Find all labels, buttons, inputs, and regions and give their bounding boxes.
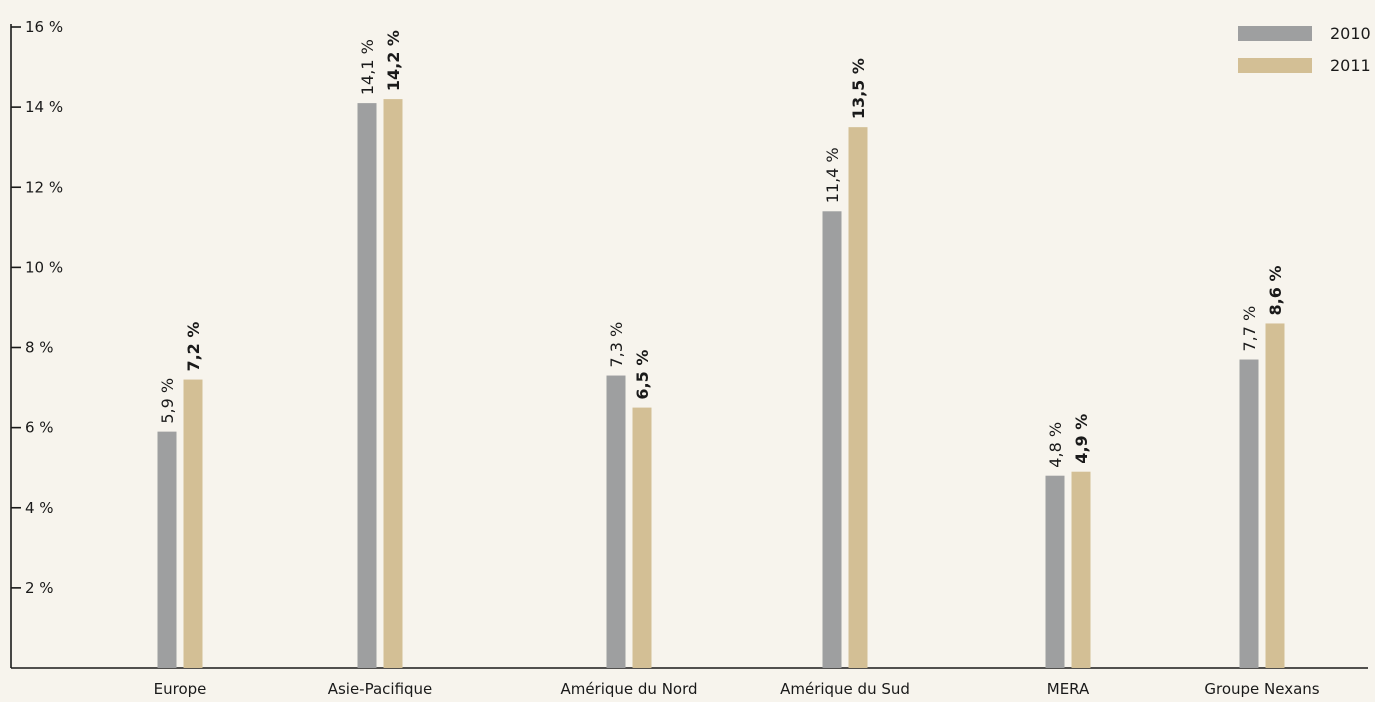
bar-2011 — [383, 99, 403, 669]
value-label-2011: 14,2 % — [384, 30, 403, 91]
bar-2010 — [1239, 359, 1259, 668]
bar-2010 — [822, 211, 842, 668]
bar-2011 — [1265, 323, 1285, 668]
bar-2011 — [1071, 471, 1091, 668]
bar-2010 — [1045, 475, 1065, 668]
value-label-2010: 5,9 % — [158, 378, 177, 424]
value-label-2010: 14,1 % — [358, 39, 377, 95]
value-label-2011: 6,5 % — [633, 350, 652, 400]
legend-swatch-2010 — [1238, 26, 1312, 41]
bar-2011 — [183, 379, 203, 668]
y-tick-label: 14 % — [25, 98, 63, 116]
y-tick-label: 10 % — [25, 258, 63, 276]
value-label-2011: 7,2 % — [184, 322, 203, 372]
legend-label-2010: 2010 — [1330, 24, 1371, 43]
y-tick-label: 2 % — [25, 579, 54, 597]
value-label-2010: 7,7 % — [1240, 306, 1259, 352]
legend-label-2011: 2011 — [1330, 56, 1371, 75]
y-tick-label: 12 % — [25, 178, 63, 196]
value-label-2011: 4,9 % — [1072, 414, 1091, 464]
value-label-2010: 7,3 % — [607, 322, 626, 368]
value-label-2010: 4,8 % — [1046, 422, 1065, 468]
category-label: Amérique du Nord — [560, 680, 697, 698]
bar-2011 — [632, 407, 652, 668]
value-label-2010: 11,4 % — [823, 147, 842, 203]
y-axis: 2 % 4 % 6 % 8 % 10 % 12 % 14 % 16 % — [10, 18, 63, 668]
y-tick-label: 8 % — [25, 339, 54, 357]
category-label: MERA — [1047, 680, 1090, 698]
bar-2011 — [848, 127, 868, 668]
bars — [157, 99, 1285, 669]
y-tick-label: 6 % — [25, 419, 54, 437]
bar-2010 — [157, 431, 177, 668]
legend-swatch-2011 — [1238, 58, 1312, 73]
value-label-2011: 8,6 % — [1266, 266, 1285, 316]
category-labels: Europe Asie-Pacifique Amérique du Nord Amér… — [154, 680, 1320, 698]
legend: 2010 2011 — [1238, 24, 1371, 75]
category-label: Asie-Pacifique — [328, 680, 433, 698]
bar-2010 — [606, 375, 626, 668]
bar-2010 — [357, 103, 377, 668]
value-label-2011: 13,5 % — [849, 58, 868, 119]
category-label: Groupe Nexans — [1204, 680, 1319, 698]
category-label: Europe — [154, 680, 207, 698]
y-tick-label: 16 % — [25, 18, 63, 36]
y-tick-label: 4 % — [25, 499, 54, 517]
category-label: Amérique du Sud — [780, 680, 910, 698]
value-labels: 5,9 % 7,2 % 14,1 % 14,2 % 7,3 % 6,5 % 11,4 % 13… — [158, 30, 1285, 468]
